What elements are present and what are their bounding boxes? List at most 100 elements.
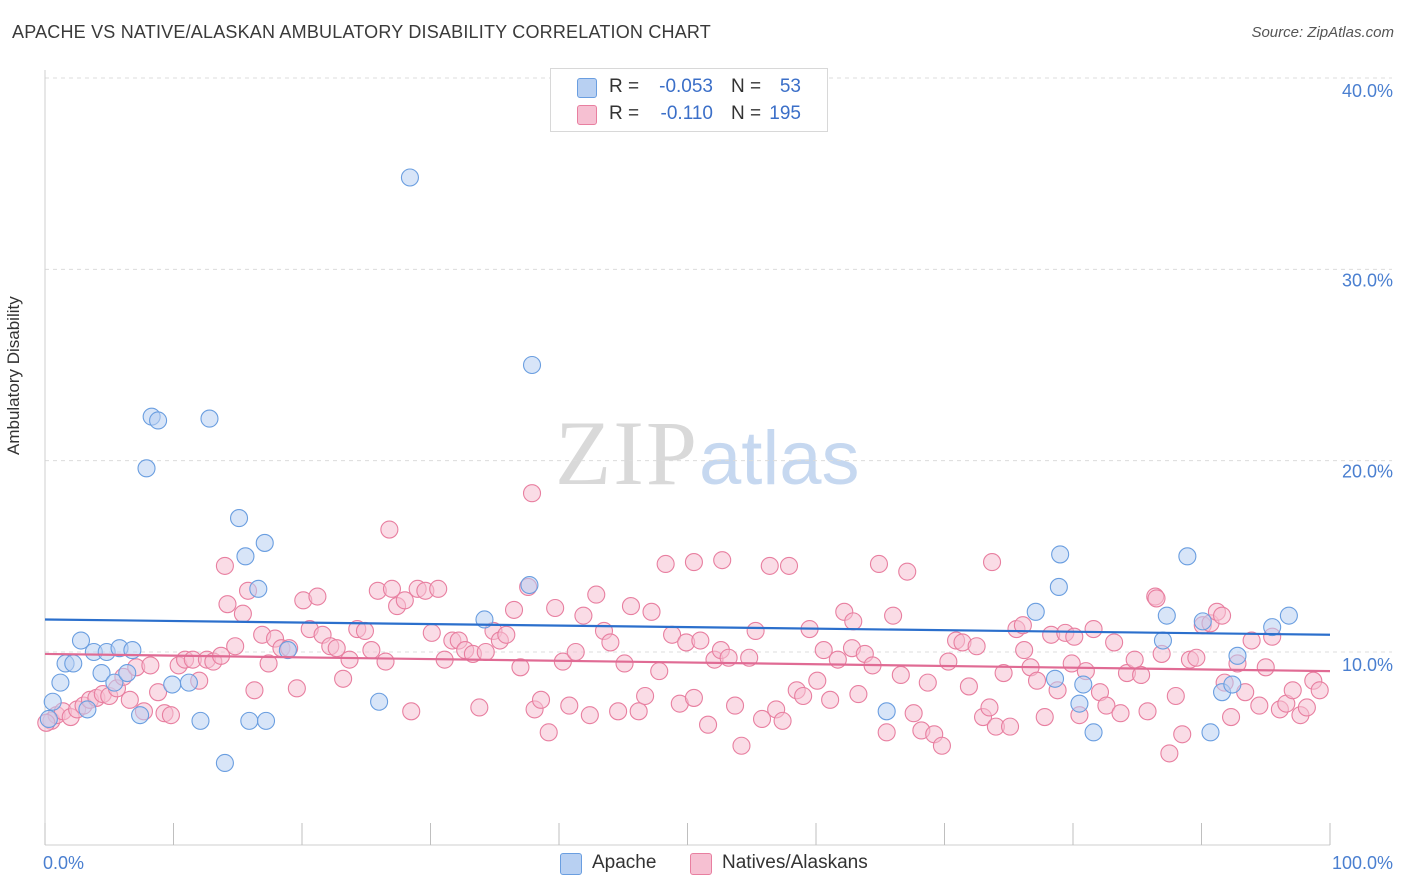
point-native [918,673,937,692]
point-native [844,612,863,631]
point-native [808,671,827,690]
point-native [395,591,414,610]
point-apache [278,641,297,660]
point-native [382,579,402,598]
legend-n-value: 195 [769,103,801,124]
point-native [161,706,180,725]
point-native [504,600,524,619]
point-apache [1157,606,1176,625]
point-native [380,520,399,539]
point-native [773,711,792,730]
point-native [308,587,327,606]
point-apache [118,663,137,683]
legend-row-native: R = -0.110 N = 195 [551,101,827,127]
point-native [580,706,599,725]
legend-n-value: 53 [779,76,801,97]
point-apache [137,459,156,478]
point-native [497,625,516,644]
point-apache [1263,618,1282,637]
point-apache [71,631,91,650]
point-native [1132,665,1151,685]
point-apache [1084,723,1103,742]
point-native [259,654,278,673]
point-native [546,598,565,618]
point-native [994,663,1013,683]
point-native [340,650,359,669]
point-native [1105,633,1124,652]
point-native [636,686,655,706]
point-native [746,621,765,641]
point-native [587,585,606,604]
point-apache [1223,675,1242,694]
point-native [1125,650,1144,669]
point-native [531,690,551,709]
point-apache [78,700,97,719]
point-native [1222,708,1241,727]
point-apache [43,692,62,711]
point-native [470,698,489,717]
point-apache [877,702,896,721]
point-native [740,648,759,667]
bottom-legend-label-native: Natives/Alaskans [722,852,868,873]
source-label: Source: ZipAtlas.com [1251,24,1394,41]
point-native [149,683,168,702]
point-native [1166,686,1185,706]
point-native [713,551,732,570]
point-native [362,641,381,660]
point-apache [39,709,58,729]
point-native [684,553,703,572]
legend: R = -0.053 N = 53 R = -0.110 N = 195 [550,68,828,132]
point-native [904,704,923,723]
point-native [656,554,675,574]
point-apache [1228,646,1247,665]
point-native [245,681,264,700]
point-apache [64,654,83,673]
point-native [877,723,896,742]
point-apache [240,711,259,730]
point-native [226,637,245,656]
point-native [891,665,910,685]
point-apache [51,673,70,692]
point-native [601,633,620,652]
point-native [141,656,160,675]
point-native [884,606,903,625]
point-native [287,679,306,698]
watermark-zip: ZIP [555,402,699,504]
point-native [650,662,669,681]
point-native [215,556,234,575]
point-native [327,639,346,658]
x-tick-label: 100.0% [1332,853,1393,873]
point-apache [236,547,255,566]
point-apache [1049,577,1068,596]
point-native [1013,616,1032,635]
point-apache [215,753,234,773]
point-native [821,690,840,709]
point-native [1027,671,1047,690]
point-native [1242,631,1261,650]
point-native [560,696,579,715]
point-apache [1051,545,1070,564]
point-apache [256,711,276,730]
point-native [402,702,421,721]
point-apache [400,168,419,187]
watermark-atlas: atlas [699,416,860,501]
point-apache [520,575,539,595]
point-native [1256,658,1275,677]
point-apache [229,509,249,528]
legend-n-label: N = [731,76,762,97]
point-apache [149,411,168,430]
point-native [511,658,530,677]
legend-r-value: -0.053 [659,76,713,97]
point-native [1035,708,1054,727]
point-native [684,688,703,707]
point-native [725,696,745,715]
point-native [1187,648,1206,667]
point-apache [191,711,210,730]
point-native [429,579,448,598]
point-native [574,606,593,625]
point-native [522,484,542,503]
point-native [120,690,139,709]
point-native [779,556,799,575]
point-apache [1279,606,1298,625]
bottom-legend-swatch-apache [560,853,582,875]
